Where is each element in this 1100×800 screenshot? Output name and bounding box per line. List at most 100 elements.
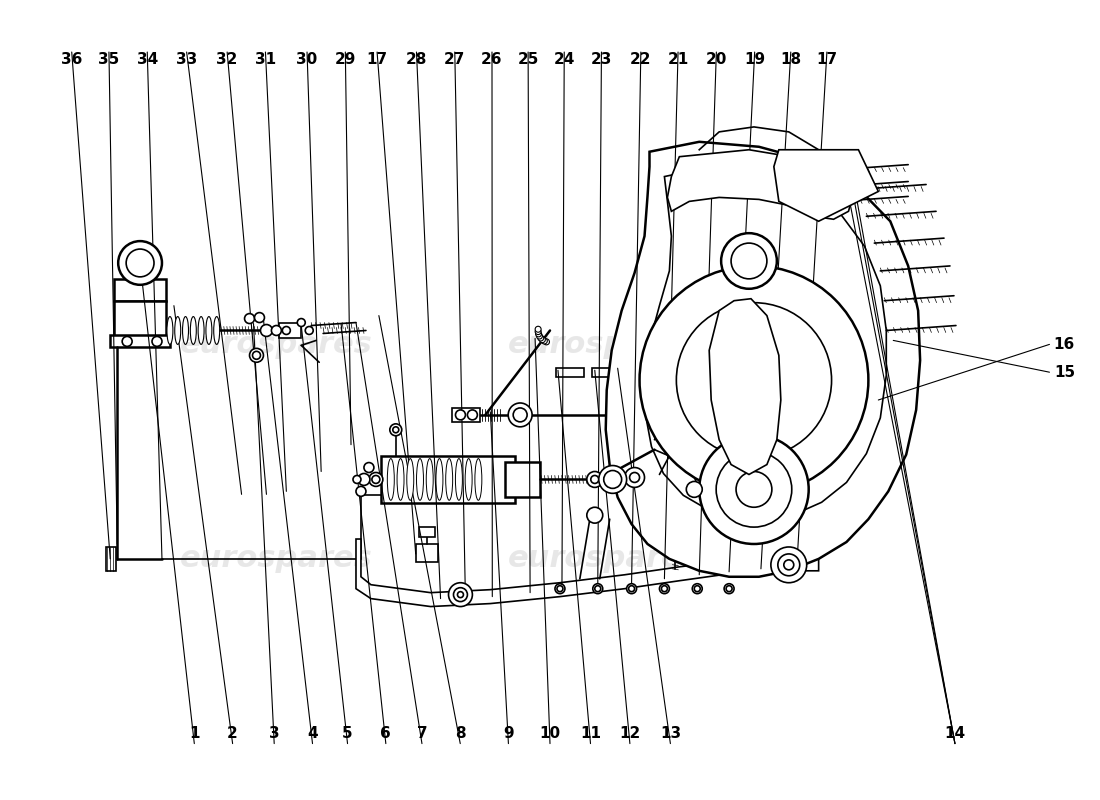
- Text: 33: 33: [176, 53, 197, 67]
- Polygon shape: [646, 166, 887, 519]
- Text: eurospares: eurospares: [180, 544, 373, 574]
- Text: 30: 30: [296, 53, 318, 67]
- Bar: [416, 544, 438, 562]
- Text: 29: 29: [334, 53, 356, 67]
- Circle shape: [468, 410, 477, 420]
- Text: 4: 4: [307, 726, 318, 741]
- Circle shape: [250, 348, 264, 362]
- Circle shape: [586, 507, 603, 523]
- Text: 18: 18: [780, 53, 801, 67]
- Ellipse shape: [387, 458, 394, 500]
- Polygon shape: [356, 539, 818, 606]
- Circle shape: [272, 326, 282, 335]
- Circle shape: [586, 471, 603, 487]
- Text: 13: 13: [660, 726, 681, 741]
- Circle shape: [556, 584, 565, 594]
- Circle shape: [591, 475, 598, 483]
- Circle shape: [536, 331, 541, 337]
- Circle shape: [700, 434, 808, 544]
- Text: 15: 15: [1054, 365, 1075, 380]
- Circle shape: [686, 482, 702, 498]
- Text: 11: 11: [580, 726, 601, 741]
- Text: 36: 36: [60, 53, 82, 67]
- Text: 27: 27: [444, 53, 465, 67]
- Circle shape: [364, 462, 374, 473]
- Text: 8: 8: [455, 726, 465, 741]
- Text: 10: 10: [539, 726, 561, 741]
- Text: 34: 34: [136, 53, 158, 67]
- Text: 2: 2: [228, 726, 238, 741]
- Bar: [110, 335, 169, 347]
- Circle shape: [771, 547, 806, 582]
- Circle shape: [297, 318, 305, 326]
- Circle shape: [543, 339, 550, 345]
- Text: 25: 25: [517, 53, 539, 67]
- Circle shape: [628, 586, 635, 592]
- Circle shape: [539, 337, 546, 342]
- Circle shape: [537, 333, 542, 339]
- Bar: [419, 527, 435, 537]
- Circle shape: [598, 466, 627, 494]
- Text: 19: 19: [744, 53, 766, 67]
- Ellipse shape: [446, 458, 453, 500]
- Ellipse shape: [465, 458, 472, 500]
- Circle shape: [659, 584, 670, 594]
- Circle shape: [661, 586, 668, 592]
- Bar: [618, 366, 636, 375]
- Text: 1: 1: [189, 726, 199, 741]
- Circle shape: [541, 338, 548, 344]
- Circle shape: [732, 243, 767, 279]
- Circle shape: [118, 241, 162, 285]
- Bar: [114, 279, 166, 301]
- Circle shape: [557, 586, 563, 592]
- Text: 28: 28: [406, 53, 427, 67]
- Circle shape: [726, 586, 733, 592]
- Text: eurospares: eurospares: [180, 330, 373, 359]
- Text: 26: 26: [481, 53, 503, 67]
- Circle shape: [122, 337, 132, 346]
- Circle shape: [736, 471, 772, 507]
- Bar: [592, 368, 614, 377]
- Ellipse shape: [426, 458, 433, 500]
- Circle shape: [724, 584, 734, 594]
- Ellipse shape: [183, 317, 188, 344]
- Text: 31: 31: [255, 53, 276, 67]
- Circle shape: [254, 313, 264, 322]
- Circle shape: [593, 584, 603, 594]
- Text: 23: 23: [591, 53, 612, 67]
- Ellipse shape: [206, 317, 212, 344]
- Ellipse shape: [475, 458, 482, 500]
- Bar: [381, 456, 515, 503]
- Ellipse shape: [455, 458, 462, 500]
- Circle shape: [722, 233, 777, 289]
- Text: 17: 17: [366, 53, 387, 67]
- Ellipse shape: [213, 317, 220, 344]
- Text: 22: 22: [630, 53, 651, 67]
- Text: 6: 6: [381, 726, 392, 741]
- Polygon shape: [710, 298, 781, 474]
- Circle shape: [514, 408, 527, 422]
- Circle shape: [508, 403, 532, 427]
- Circle shape: [694, 586, 701, 592]
- Text: 35: 35: [98, 53, 120, 67]
- Ellipse shape: [198, 317, 205, 344]
- Text: 20: 20: [706, 53, 727, 67]
- Circle shape: [353, 475, 361, 483]
- Bar: [279, 322, 301, 338]
- Circle shape: [152, 337, 162, 346]
- Circle shape: [778, 554, 800, 576]
- Text: 16: 16: [1054, 337, 1075, 352]
- Bar: [505, 462, 540, 498]
- Circle shape: [625, 467, 645, 487]
- Text: 3: 3: [268, 726, 279, 741]
- Bar: [107, 547, 117, 571]
- Circle shape: [305, 326, 314, 334]
- Circle shape: [692, 584, 702, 594]
- Circle shape: [784, 560, 794, 570]
- Text: 7: 7: [417, 726, 427, 741]
- Bar: [114, 301, 166, 338]
- Circle shape: [358, 474, 370, 486]
- Text: 12: 12: [619, 726, 640, 741]
- Circle shape: [368, 473, 383, 486]
- Circle shape: [639, 266, 868, 494]
